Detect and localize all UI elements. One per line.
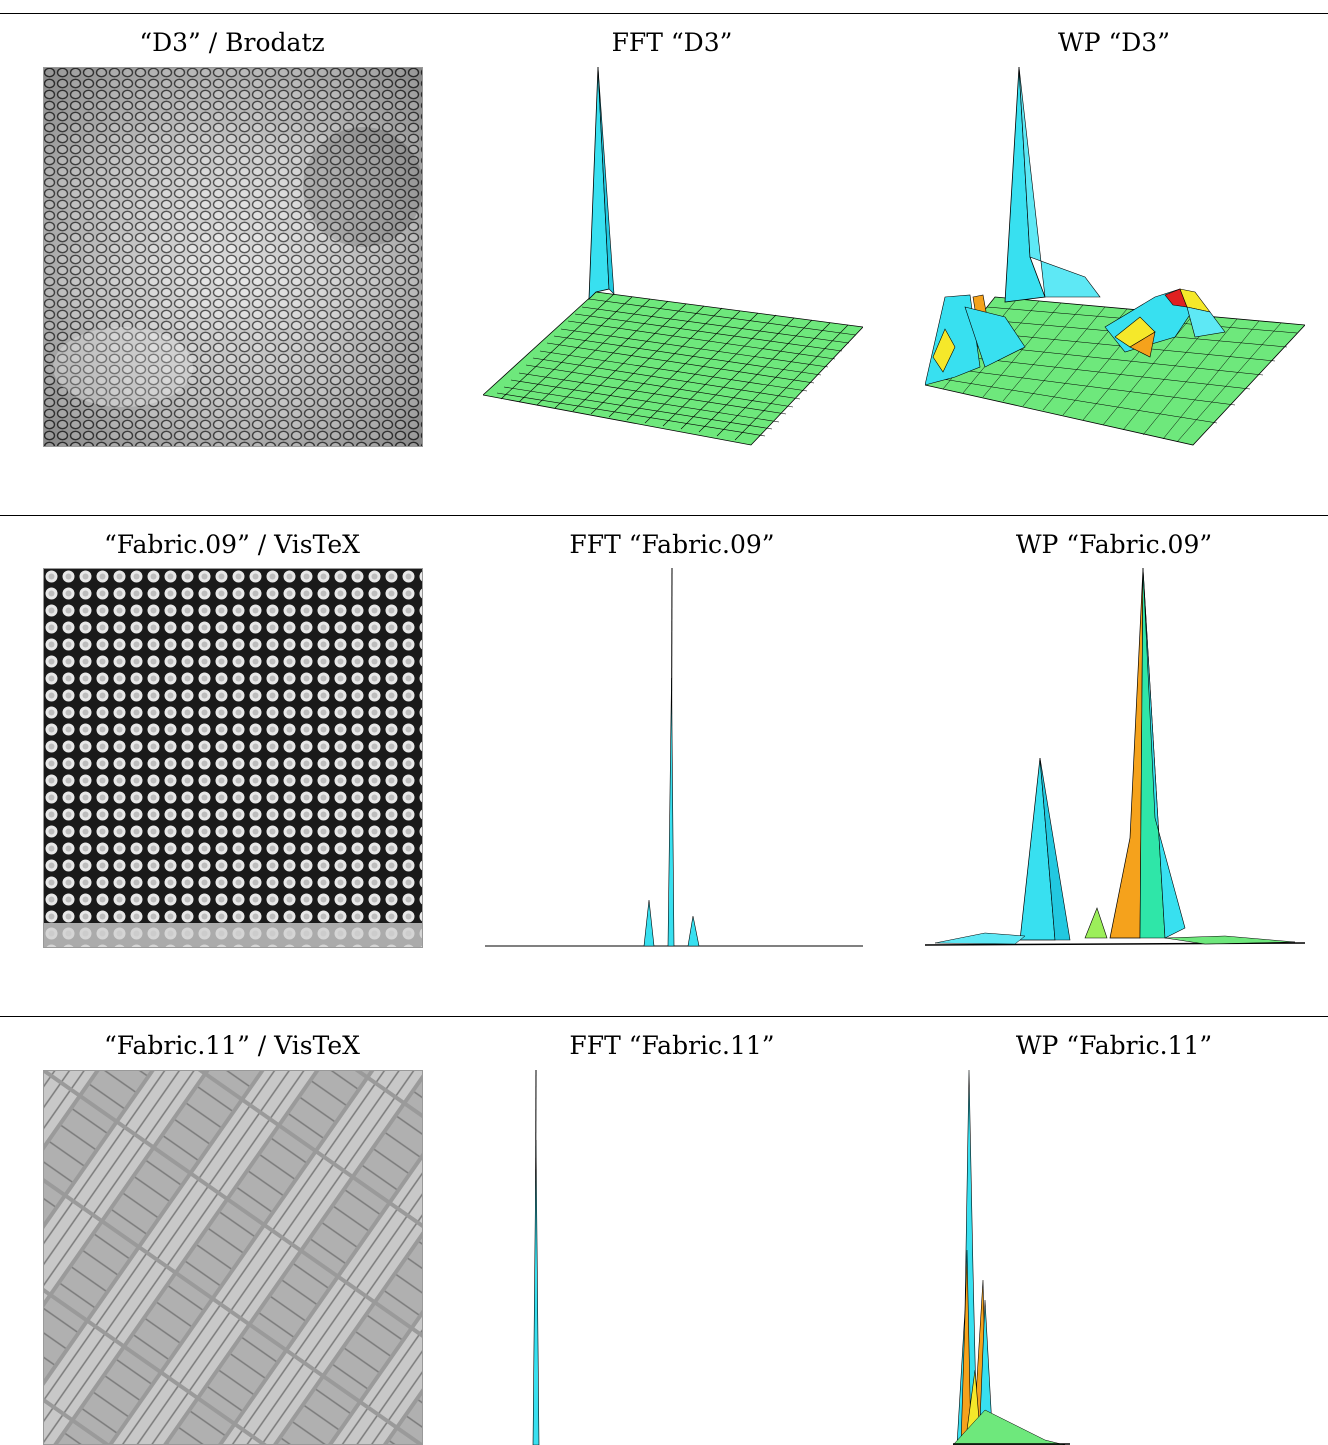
fft-caption-d3: FFT “D3” (611, 28, 733, 57)
fft-caption-fabric11: FFT “Fabric.11” (569, 1031, 775, 1060)
wp-plot-fabric09 (925, 568, 1305, 948)
texture-image-d3 (43, 67, 423, 447)
row-divider-2 (0, 515, 1328, 516)
texture-caption-fabric11: “Fabric.11” / VisTeX (104, 1031, 360, 1060)
texture-caption-d3: “D3” / Brodatz (139, 28, 325, 57)
fft-plot-fabric09 (483, 568, 863, 948)
fft-plot-fabric11 (483, 1070, 863, 1445)
wp-plot-fabric11 (925, 1070, 1305, 1445)
wp-plot-d3 (925, 67, 1305, 447)
fft-caption-fabric09: FFT “Fabric.09” (569, 530, 775, 559)
fft-plot-d3 (483, 67, 863, 447)
wp-caption-fabric09: WP “Fabric.09” (1015, 530, 1213, 559)
row-divider-3 (0, 1016, 1328, 1017)
row-divider-1 (0, 13, 1328, 14)
wp-caption-d3: WP “D3” (1058, 28, 1170, 57)
texture-caption-fabric09: “Fabric.09” / VisTeX (104, 530, 360, 559)
texture-image-fabric11 (43, 1070, 423, 1445)
wp-caption-fabric11: WP “Fabric.11” (1015, 1031, 1213, 1060)
texture-image-fabric09 (43, 568, 423, 948)
